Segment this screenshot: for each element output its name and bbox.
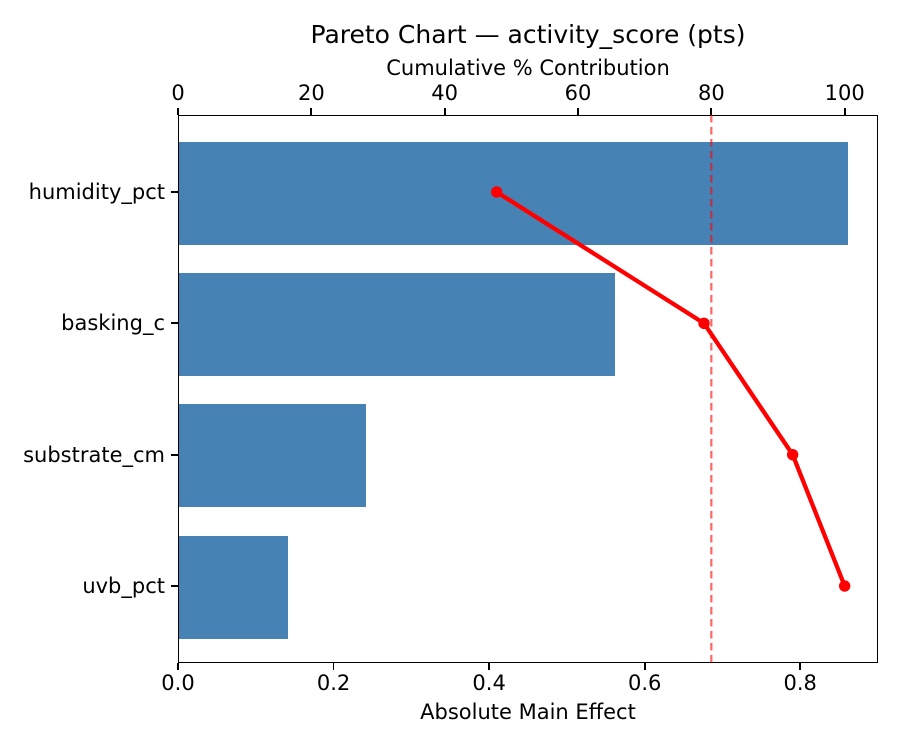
category-label-uvb_pct: uvb_pct	[82, 574, 165, 598]
top-tick-mark	[443, 108, 446, 115]
top-axis-label: Cumulative % Contribution	[386, 56, 670, 80]
category-label-substrate_cm: substrate_cm	[23, 442, 165, 467]
bottom-tick-mark	[488, 663, 490, 670]
bottom-tick-mark	[799, 663, 802, 670]
bottom-tick-mark	[643, 663, 646, 670]
top-tick-label: 0	[171, 81, 185, 105]
bar-humidity_pct	[179, 141, 848, 245]
top-tick-label: 40	[431, 81, 459, 105]
bottom-tick-label: 0.4	[472, 671, 506, 695]
bar-substrate_cm	[179, 404, 366, 508]
bottom-tick-label: 0.2	[316, 671, 351, 695]
plot-area	[178, 115, 878, 663]
bottom-tick-label: 0.0	[161, 671, 195, 695]
top-tick-mark	[710, 108, 713, 115]
y-tick-mark	[171, 453, 178, 456]
bottom-tick-mark	[332, 663, 335, 670]
top-tick-mark	[310, 108, 313, 115]
top-tick-mark	[843, 108, 846, 115]
top-tick-mark	[577, 108, 579, 115]
bottom-axis-label: Absolute Main Effect	[420, 700, 636, 724]
category-label-basking_c: basking_c	[61, 311, 165, 336]
category-label-humidity_pct: humidity_pct	[28, 180, 165, 204]
bottom-tick-label: 0.8	[783, 671, 817, 695]
y-tick-mark	[171, 191, 178, 193]
y-tick-mark	[171, 585, 178, 587]
top-tick-label: 100	[824, 81, 865, 105]
top-tick-label: 20	[297, 81, 325, 105]
bar-uvb_pct	[179, 535, 288, 639]
bottom-tick-mark	[177, 663, 179, 670]
top-tick-label: 60	[564, 81, 592, 105]
bar-basking_c	[179, 272, 615, 376]
top-tick-label: 80	[697, 81, 725, 105]
y-tick-mark	[171, 322, 178, 325]
top-tick-mark	[177, 108, 179, 115]
chart-title: Pareto Chart — activity_score (pts)	[310, 20, 746, 49]
bottom-tick-label: 0.6	[627, 671, 662, 695]
